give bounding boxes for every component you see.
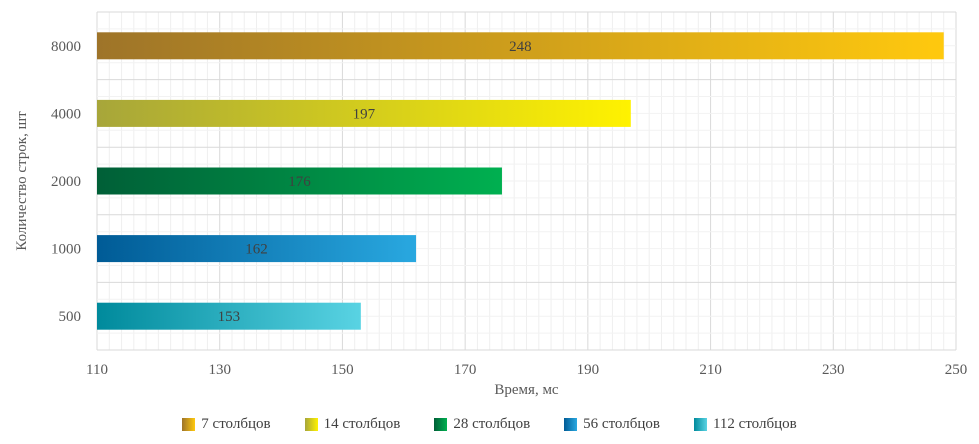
y-tick-label-8000: 8000 <box>51 39 81 55</box>
data-label-8000: 248 <box>509 39 532 55</box>
legend-swatch <box>693 417 707 431</box>
x-tick-label-150: 150 <box>331 362 354 378</box>
x-tick-label-190: 190 <box>577 362 600 378</box>
y-tick-label-500: 500 <box>59 309 82 325</box>
x-tick-label-130: 130 <box>208 362 231 378</box>
legend-label: 112 столбцов <box>712 415 797 432</box>
legend-item: 56 столбцов <box>564 416 660 433</box>
x-tick-label-230: 230 <box>822 362 845 378</box>
legend-item: 7 столбцов <box>182 415 271 433</box>
bars: 248 197 176 162 153 <box>97 32 944 330</box>
bar-1000 <box>97 235 417 263</box>
legend-label: 28 столбцов <box>453 415 531 432</box>
y-axis-title: Количество строк, шт <box>14 111 30 251</box>
legend-item: 112 столбцов <box>693 415 797 433</box>
legend-swatch <box>434 417 448 431</box>
legend-swatch <box>182 417 196 431</box>
x-tick-label-110: 110 <box>86 362 108 378</box>
legend-label: 7 столбцов <box>201 415 271 432</box>
legend-swatch <box>304 417 318 431</box>
bar-4000 <box>97 99 631 127</box>
bar-chart: 248 197 176 162 153 8000 4000 2000 1000 500 110 130… <box>14 11 968 398</box>
x-tick-label-250: 250 <box>945 362 968 378</box>
y-tick-label-1000: 1000 <box>51 242 81 258</box>
data-label-2000: 176 <box>288 174 311 190</box>
y-tick-label-4000: 4000 <box>51 106 81 122</box>
legend: 7 столбцов 14 столбцов 28 столбцов 56 столб… <box>0 411 979 437</box>
legend-label: 14 столбцов <box>323 415 401 432</box>
data-label-500: 153 <box>218 309 241 325</box>
legend-swatch <box>564 417 578 431</box>
legend-label: 56 столбцов <box>583 415 660 432</box>
bar-500 <box>97 302 361 330</box>
legend-item: 28 столбцов <box>434 416 530 433</box>
bar-8000 <box>97 32 944 60</box>
y-tick-label-2000: 2000 <box>51 174 81 190</box>
x-tick-label-170: 170 <box>454 362 477 378</box>
bar-2000 <box>97 167 502 195</box>
data-label-4000: 197 <box>353 106 376 122</box>
data-label-1000: 162 <box>245 242 268 258</box>
x-axis-title: Время, мс <box>494 382 559 398</box>
legend-item: 14 столбцов <box>304 415 401 433</box>
x-tick-label-210: 210 <box>699 362 722 378</box>
